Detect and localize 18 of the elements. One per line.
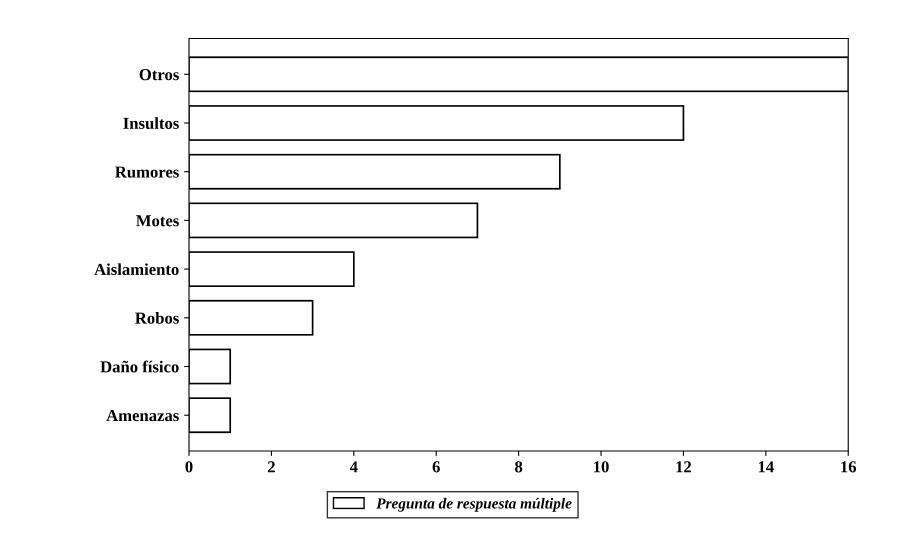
y-tick-label: Aislamiento [94,263,179,276]
y-tick-label: Daño físico [100,360,179,372]
y-tick-label: Robos [135,312,179,324]
x-tick-label: 4 [350,461,358,472]
x-tick-label: 0 [185,461,193,472]
y-tick-label: Amenazas [106,410,179,422]
x-tick-label: 12 [676,461,692,472]
x-tick-label: 6 [432,461,440,472]
y-tick-label: Otros [140,69,179,80]
legend-label: Pregunta de respuesta múltiple [376,498,572,512]
x-tick-label: 8 [515,461,522,472]
y-tick-label: Motes [136,215,179,226]
x-tick-label: 10 [594,461,609,472]
y-tick-label: Insultos [123,117,179,129]
y-tick-label: Rumores [115,166,179,178]
x-tick-label: 14 [758,461,774,472]
x-tick-label: 2 [268,461,275,472]
x-tick-label: 16 [841,461,856,472]
